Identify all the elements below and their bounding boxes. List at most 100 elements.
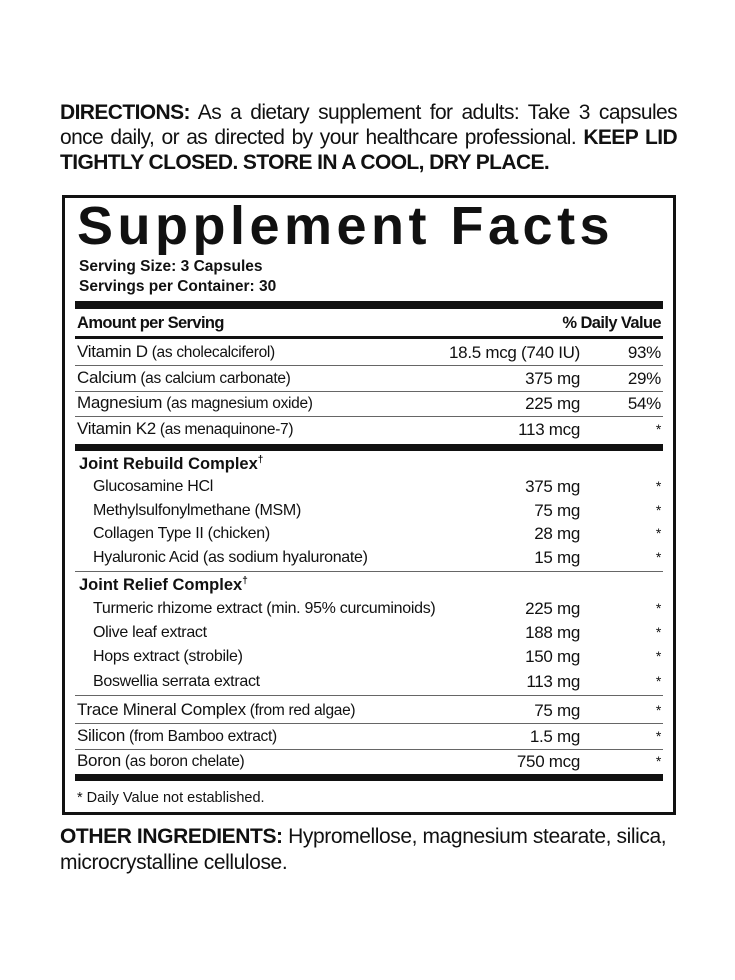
nutrient-row: Vitamin K2 (as menaquinone-7) 113 mcg * — [75, 419, 663, 441]
divider — [75, 723, 663, 724]
divider-thick — [75, 444, 663, 451]
nutrient-name: Boron — [77, 751, 121, 770]
nutrient-label: Calcium (as calcium carbonate) — [77, 368, 291, 389]
nutrient-amount: 375 mg — [525, 477, 580, 496]
nutrient-label: Boron (as boron chelate) — [77, 751, 245, 772]
nutrient-amount: 1.5 mg — [529, 726, 580, 746]
directions-label: DIRECTIONS: — [60, 101, 191, 124]
nutrient-name: Vitamin K2 — [77, 418, 156, 438]
nutrient-source: (from Bamboo extract) — [124, 727, 277, 745]
nutrient-source: (as calcium carbonate) — [136, 369, 291, 387]
daily-value: * — [655, 501, 661, 518]
nutrient-label: Vitamin D (as cholecalciferol) — [77, 342, 275, 363]
nutrient-name: Magnesium — [77, 393, 163, 412]
nutrient-amount: 150 mg — [525, 647, 580, 667]
divider — [75, 571, 663, 572]
nutrient-label: Olive leaf extract — [93, 623, 207, 643]
nutrient-name: Olive leaf extract — [93, 624, 207, 642]
group-title: Joint Rebuild Complex† — [79, 455, 263, 473]
nutrient-name: Vitamin D — [77, 342, 148, 361]
nutrient-source: (as menaquinone-7) — [155, 420, 294, 438]
daily-value: 54% — [627, 394, 661, 413]
group-title-text: Joint Relief Complex — [79, 576, 243, 594]
other-ingredients: OTHER INGREDIENTS: Hypromellose, magnesi… — [60, 824, 680, 876]
nutrient-label: Magnesium (as magnesium oxide) — [77, 393, 313, 414]
nutrient-row: Glucosamine HCl 375 mg * — [75, 476, 663, 498]
daily-value: * — [655, 624, 661, 641]
nutrient-row: Magnesium (as magnesium oxide) 225 mg 54% — [75, 393, 663, 415]
daily-value: * — [655, 672, 661, 689]
nutrient-row: Silicon (from Bamboo extract) 1.5 mg * — [75, 726, 663, 748]
divider — [75, 748, 663, 750]
serving-size: Serving Size: 3 Capsules — [79, 258, 263, 275]
nutrient-row: Turmeric rhizome extract (min. 95% curcu… — [75, 598, 663, 620]
nutrient-row: Boron (as boron chelate) 750 mcg * — [75, 751, 663, 773]
nutrient-label: Hops extract (strobile) — [93, 647, 243, 667]
nutrient-label: Glucosamine HCl — [93, 477, 213, 497]
divider — [75, 336, 663, 339]
daily-value: * — [655, 420, 661, 437]
nutrient-amount: 113 mg — [526, 671, 580, 691]
nutrient-source: (as cholecalciferol) — [147, 344, 276, 361]
daily-value: * — [655, 648, 661, 665]
nutrient-label: Silicon (from Bamboo extract) — [77, 726, 277, 747]
nutrient-amount: 188 mg — [525, 623, 580, 643]
nutrient-row: Collagen Type II (chicken) 28 mg * — [75, 523, 663, 545]
nutrient-amount: 225 mg — [525, 394, 580, 413]
nutrient-amount: 15 mg — [534, 547, 580, 567]
nutrient-label: Hyaluronic Acid (as sodium hyaluronate) — [93, 548, 368, 568]
storage-warning: KEEP LID TIGHTLY CLOSED. STORE IN A COOL… — [60, 126, 678, 174]
nutrient-amount: 113 mcg — [518, 419, 580, 439]
nutrient-name: Silicon — [77, 725, 125, 745]
divider — [75, 695, 663, 696]
nutrient-label: Collagen Type II (chicken) — [93, 524, 270, 544]
daily-value: * — [655, 727, 661, 744]
nutrient-name: Trace Mineral Complex — [77, 700, 246, 719]
nutrient-row: Hyaluronic Acid (as sodium hyaluronate) 1… — [75, 547, 663, 569]
other-ingredients-label: OTHER INGREDIENTS: — [60, 825, 283, 848]
nutrient-row: Olive leaf extract 188 mg * — [75, 622, 663, 644]
directions-text: As a dietary supplement for adults: Take… — [60, 101, 678, 149]
nutrient-name: Methylsulfonylmethane (MSM) — [93, 501, 301, 519]
dagger-mark: † — [257, 454, 264, 466]
daily-value: * — [655, 548, 661, 565]
nutrient-name: Boswellia serrata extract — [93, 672, 260, 690]
nutrient-amount: 18.5 mcg (740 IU) — [449, 343, 580, 362]
amount-header: Amount per Serving — [77, 314, 224, 332]
panel-title: Supplement Facts — [77, 196, 615, 256]
nutrient-amount: 225 mg — [525, 599, 580, 618]
nutrient-label: Vitamin K2 (as menaquinone-7) — [77, 418, 294, 440]
divider — [75, 390, 663, 392]
nutrient-source: (as boron chelate) — [120, 753, 245, 770]
nutrient-label: Boswellia serrata extract — [93, 672, 260, 692]
daily-value: * — [655, 753, 661, 769]
nutrient-row: Methylsulfonylmethane (MSM) 75 mg * — [75, 500, 663, 522]
nutrient-source: (as magnesium oxide) — [162, 395, 313, 412]
supplement-facts-panel: Supplement Facts Serving Size: 3 Capsule… — [62, 195, 676, 815]
nutrient-name: Hyaluronic Acid (as sodium hyaluronate) — [93, 548, 368, 566]
divider — [75, 365, 663, 366]
daily-value: 29% — [627, 368, 661, 388]
nutrient-row: Calcium (as calcium carbonate) 375 mg 29% — [75, 368, 663, 390]
nutrient-name: Turmeric rhizome extract (min. 95% curcu… — [93, 600, 436, 617]
nutrient-label: Methylsulfonylmethane (MSM) — [93, 501, 301, 521]
dv-header: % Daily Value — [562, 314, 661, 332]
nutrient-amount: 375 mg — [525, 368, 580, 388]
nutrient-label: Turmeric rhizome extract (min. 95% curcu… — [93, 599, 436, 619]
nutrient-amount: 75 mg — [534, 701, 580, 720]
group-title: Joint Relief Complex† — [79, 576, 248, 594]
table-header: Amount per Serving % Daily Value — [75, 312, 663, 334]
nutrient-row: Hops extract (strobile) 150 mg * — [75, 646, 663, 668]
daily-value: * — [655, 525, 661, 541]
nutrient-name: Glucosamine HCl — [93, 478, 213, 495]
nutrient-name: Hops extract (strobile) — [93, 648, 243, 666]
divider-thick — [75, 774, 663, 781]
divider — [75, 416, 663, 417]
nutrient-source: (from red algae) — [245, 702, 356, 719]
group-title-text: Joint Rebuild Complex — [79, 455, 258, 473]
daily-value: 93% — [627, 343, 661, 362]
daily-value: * — [655, 600, 661, 616]
nutrient-row: Boswellia serrata extract 113 mg * — [75, 671, 663, 693]
servings-per-container: Servings per Container: 30 — [79, 278, 277, 295]
dagger-mark: † — [242, 575, 248, 587]
